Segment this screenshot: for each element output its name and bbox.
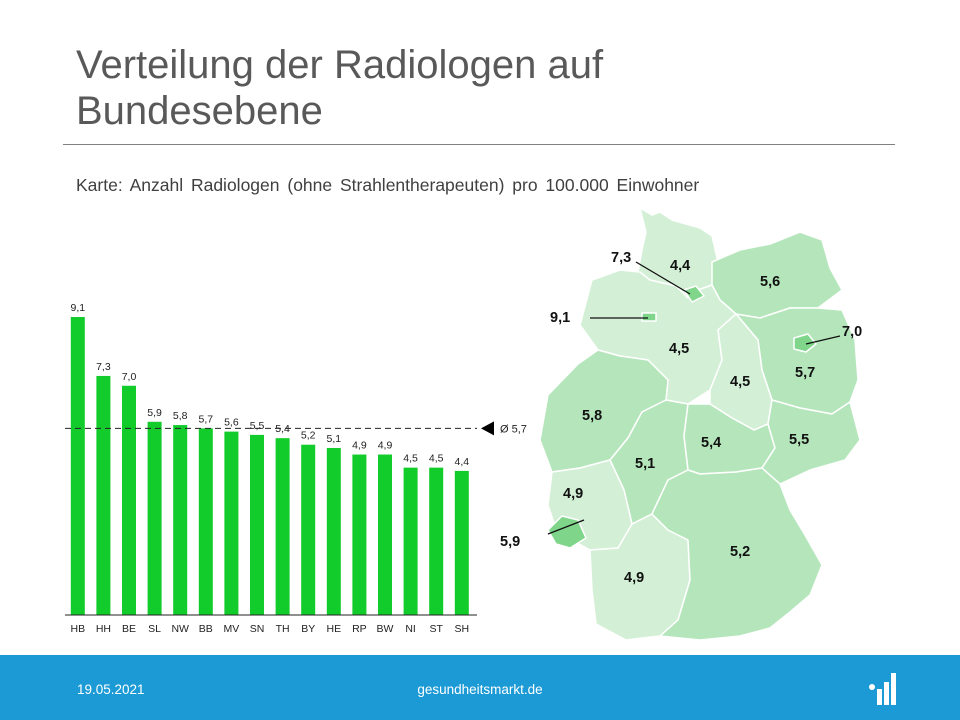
category-label-st: ST (429, 623, 443, 635)
map-label-he: 5,1 (635, 456, 655, 472)
value-label-st: 4,5 (429, 453, 444, 465)
bar-series (70, 317, 469, 615)
value-label-sl: 5,9 (147, 407, 162, 419)
footer-bar: 19.05.2021 gesundheitsmarkt.de (0, 655, 960, 720)
category-label-sn: SN (250, 623, 265, 635)
map-label-hb: 9,1 (550, 310, 570, 326)
category-label-bw: BW (377, 623, 394, 635)
map-regions (539, 207, 861, 641)
bar-sn (250, 434, 264, 615)
bar-st (429, 467, 444, 615)
footer-website: gesundheitsmarkt.de (417, 682, 543, 697)
category-label-hh: HH (96, 623, 111, 635)
title-divider (63, 144, 895, 145)
gesundheitsmarkt-logo-icon (869, 673, 896, 705)
bar-th (275, 438, 290, 615)
value-label-sh: 4,4 (454, 456, 469, 468)
category-label-ni: NI (405, 623, 416, 635)
category-label-rp: RP (352, 623, 367, 635)
category-label-mv: MV (224, 623, 240, 635)
map-region-hh (683, 285, 705, 303)
map-label-th: 5,4 (701, 435, 721, 451)
bar-bw (378, 454, 392, 615)
value-label-hh: 7,3 (96, 361, 111, 373)
map-label-hh: 7,3 (611, 250, 631, 266)
map-region-be (793, 333, 817, 353)
map-label-sh: 4,4 (670, 258, 690, 274)
bar-he (326, 447, 341, 615)
bar-ni (403, 467, 418, 615)
value-labels: 9,1 7,3 7,0 5,9 5,8 5,7 5,6 5,5 5,4 5,2 5,1 4,9 4,9 4… (70, 302, 469, 468)
category-label-th: TH (276, 623, 290, 635)
bar-bb (198, 428, 213, 615)
map-region-by (651, 467, 823, 641)
bar-sl (147, 421, 162, 615)
bar-by (301, 444, 316, 615)
map-label-nw: 5,8 (582, 408, 602, 424)
leader-be (805, 335, 841, 345)
value-label-by: 5,2 (301, 430, 316, 442)
category-label-sh: SH (455, 623, 470, 635)
map-label-sl: 5,9 (500, 534, 520, 550)
map-region-hb (641, 312, 657, 322)
value-label-sn: 5,5 (250, 420, 265, 432)
map-label-ni: 4,5 (669, 341, 689, 357)
bar-mv (224, 431, 239, 615)
germany-map: 7,3 4,4 5,6 9,1 7,0 4,5 5,7 4,5 5,8 5,5 … (500, 207, 862, 641)
map-labels: 7,3 4,4 5,6 9,1 7,0 4,5 5,7 4,5 5,8 5,5 … (500, 250, 862, 586)
map-leader-lines (547, 261, 841, 535)
category-label-bb: BB (199, 623, 213, 635)
category-label-hb: HB (71, 623, 86, 635)
category-label-be: BE (122, 623, 136, 635)
map-label-by: 5,2 (730, 544, 750, 560)
value-label-be: 7,0 (122, 371, 137, 383)
leader-hh (635, 261, 691, 295)
map-label-st: 4,5 (730, 374, 750, 390)
slide-subtitle: Karte: Anzahl Radiologen (ohne Strahlent… (76, 175, 700, 195)
map-region-sn (761, 399, 861, 485)
value-label-bb: 5,7 (198, 413, 213, 425)
value-label-bw: 4,9 (378, 440, 393, 452)
bar-sh (454, 470, 469, 615)
category-label-by: BY (301, 623, 315, 635)
leader-sl (547, 519, 585, 535)
category-label-sl: SL (148, 623, 161, 635)
bar-hb (70, 317, 85, 615)
map-label-bw: 4,9 (624, 570, 644, 586)
map-label-rp: 4,9 (563, 486, 583, 502)
bar-nw (173, 425, 188, 615)
category-label-he: HE (327, 623, 342, 635)
footer-date: 19.05.2021 (77, 682, 145, 697)
map-label-mv: 5,6 (760, 274, 780, 290)
value-label-th: 5,4 (275, 423, 290, 435)
value-label-he: 5,1 (326, 433, 341, 445)
value-label-mv: 5,6 (224, 417, 239, 429)
map-region-sl (547, 515, 587, 549)
map-label-sn: 5,5 (789, 432, 809, 448)
bar-chart: 9,1 7,3 7,0 5,9 5,8 5,7 5,6 5,5 5,4 5,2 5,1 4,9 4,9 4… (65, 302, 527, 635)
value-label-nw: 5,8 (173, 410, 188, 422)
slide-title: Verteilung der Radiologen auf Bundeseben… (76, 43, 604, 133)
average-marker-icon (481, 421, 494, 436)
value-label-hb: 9,1 (70, 302, 85, 314)
bar-hh (96, 375, 111, 615)
category-label-nw: NW (171, 623, 189, 635)
bar-be (122, 385, 136, 615)
bar-rp (352, 454, 367, 615)
map-label-be: 7,0 (842, 324, 862, 340)
map-label-bb: 5,7 (795, 365, 815, 381)
average-label: Ø 5,7 (500, 423, 527, 435)
value-label-ni: 4,5 (403, 453, 418, 465)
value-label-rp: 4,9 (352, 440, 367, 452)
category-labels: HB HH BE SL NW BB MV SN TH BY HE RP BW NI ST SH (71, 623, 470, 635)
